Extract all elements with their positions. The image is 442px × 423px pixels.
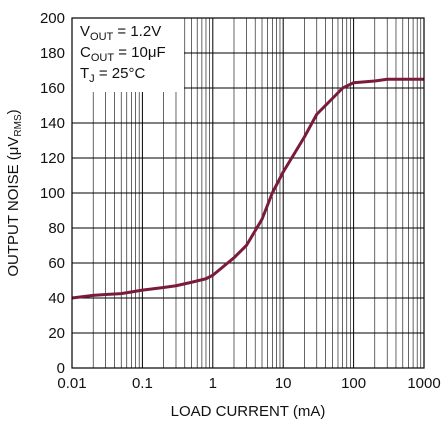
x-tick-label: 10: [275, 375, 292, 392]
condition-label: COUT = 10μF: [80, 44, 166, 64]
y-tick-label: 140: [40, 115, 65, 132]
y-tick-label: 160: [40, 80, 65, 97]
y-axis-title-main: OUTPUT NOISE (μV: [5, 137, 22, 277]
condition-subscript: J: [89, 73, 95, 85]
x-tick-label: 0.01: [57, 375, 86, 392]
condition-symbol: C: [80, 44, 91, 61]
x-tick-labels: 0.01 0.1 1 10 100 1000: [57, 375, 440, 392]
y-tick-labels: 0 20 40 60 80 100 120 140 160 180 200: [40, 10, 65, 377]
condition-value: = 25°C: [95, 65, 146, 82]
y-tick-label: 200: [40, 10, 65, 27]
condition-value: = 10μF: [114, 44, 166, 61]
y-axis-title: OUTPUT NOISE (μVRMS): [5, 109, 24, 276]
condition-symbol: T: [80, 65, 89, 82]
x-tick-label: 1000: [407, 375, 440, 392]
condition-label: VOUT = 1.2V: [80, 23, 161, 43]
y-tick-label: 60: [48, 255, 65, 272]
x-axis-title: LOAD CURRENT (mA): [171, 403, 326, 420]
condition-label: TJ = 25°C: [80, 65, 145, 85]
y-tick-label: 100: [40, 185, 65, 202]
condition-subscript: OUT: [90, 31, 114, 43]
condition-value: = 1.2V: [113, 23, 161, 40]
y-tick-label: 40: [48, 290, 65, 307]
y-tick-label: 120: [40, 150, 65, 167]
x-tick-label: 100: [341, 375, 366, 392]
plot-frame: [71, 17, 425, 369]
y-tick-label: 0: [57, 360, 65, 377]
y-tick-label: 80: [48, 220, 65, 237]
y-axis-title-sub: RMS: [13, 114, 24, 137]
condition-subscript: OUT: [91, 52, 115, 64]
x-tick-label: 1: [209, 375, 217, 392]
y-axis-title-close: ): [5, 109, 22, 114]
x-tick-label: 0.1: [132, 375, 153, 392]
y-tick-label: 20: [48, 325, 65, 342]
annotation-background: [72, 18, 184, 92]
condition-symbol: V: [80, 23, 90, 40]
noise-series-line: [71, 77, 424, 300]
y-tick-label: 180: [40, 45, 65, 62]
